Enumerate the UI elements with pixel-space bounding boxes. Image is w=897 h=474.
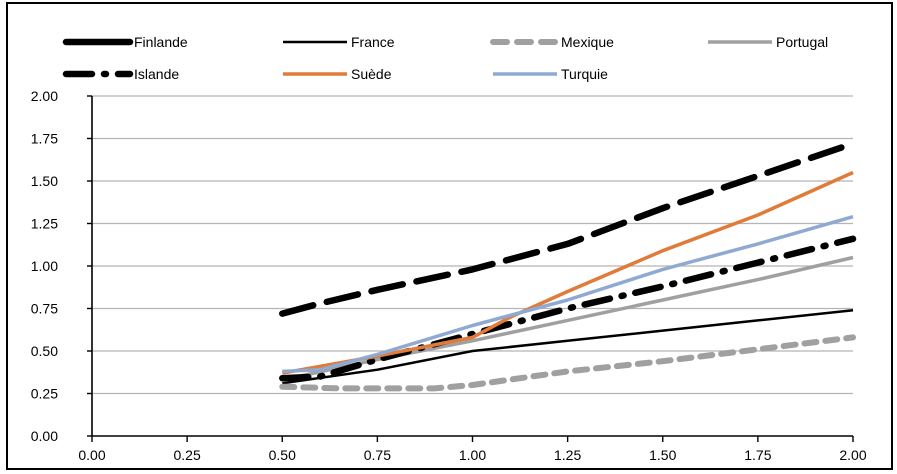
x-tick-label: 0.75 (364, 447, 391, 463)
gridlines (92, 95, 853, 395)
y-tick-label: 0.50 (31, 343, 58, 359)
axes (87, 95, 854, 442)
legend-label-portugal: Portugal (776, 34, 828, 50)
y-tick-label: 2.00 (31, 88, 58, 104)
y-tick-label: 0.75 (31, 301, 58, 317)
x-tick-label: 1.75 (744, 447, 771, 463)
series-line-france (282, 308, 854, 385)
line-chart: 0.00 0.25 0.50 0.75 1.00 1.25 1.50 1.75 2.00 0.00… (31, 34, 867, 463)
y-tick-label: 1.00 (31, 258, 58, 274)
legend-label-finlande: Finlande (134, 34, 188, 50)
x-tick-label: 0.25 (174, 447, 201, 463)
series-line-islande (279, 235, 857, 382)
legend-label-suède: Suède (351, 66, 392, 82)
x-tick-label: 2.00 (839, 447, 866, 463)
y-tick-label: 0.25 (31, 386, 58, 402)
series-lines (279, 140, 857, 392)
y-tick-label: 1.25 (31, 216, 58, 232)
tick-labels: 0.00 0.25 0.50 0.75 1.00 1.25 1.50 1.75 2.00 0.00… (31, 88, 867, 463)
x-tick-label: 0.50 (269, 447, 296, 463)
legend-label-turquie: Turquie (561, 66, 608, 82)
series-line-suède (281, 170, 854, 375)
x-tick-label: 0.00 (78, 447, 105, 463)
y-tick-label: 1.50 (31, 173, 58, 189)
legend-label-islande: Islande (134, 66, 179, 82)
series-line-mexique (279, 334, 856, 392)
x-tick-label: 1.00 (459, 447, 486, 463)
legend-label-france: France (351, 34, 395, 50)
y-tick-label: 0.00 (31, 428, 58, 444)
series-line-portugal (281, 255, 854, 382)
legend-label-mexique: Mexique (561, 34, 614, 50)
y-tick-label: 1.75 (31, 131, 58, 147)
chart-frame: 0.00 0.25 0.50 0.75 1.00 1.25 1.50 1.75 2.00 0.00… (6, 2, 893, 470)
x-tick-label: 1.25 (554, 447, 581, 463)
series-line-turquie (282, 215, 854, 374)
legend: Finlande France Mexique Portugal Islande Suèd… (62, 34, 828, 82)
series-line-finlande (279, 140, 857, 317)
x-tick-label: 1.50 (649, 447, 676, 463)
